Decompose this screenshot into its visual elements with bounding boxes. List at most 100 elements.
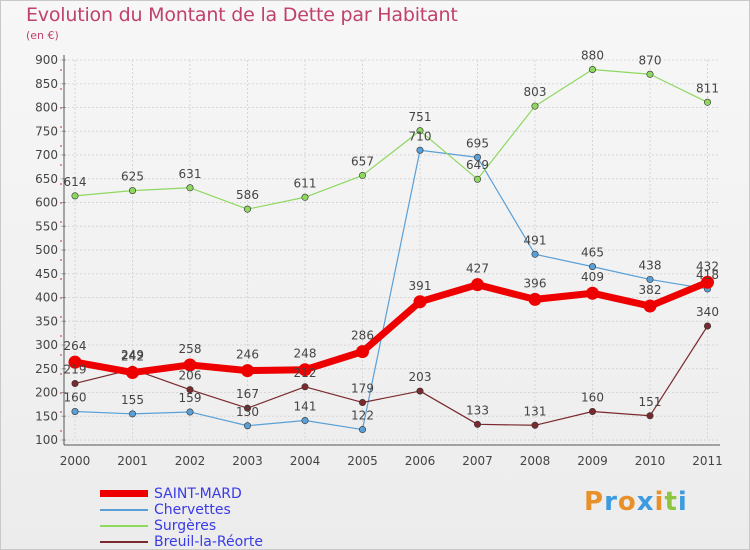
data-point <box>531 421 539 429</box>
x-tick-label: 2001 <box>117 454 148 468</box>
data-label: 249 <box>121 348 144 362</box>
data-label: 695 <box>466 136 489 150</box>
data-point <box>703 322 711 330</box>
series-line-chervettes <box>74 149 709 431</box>
y-tick-label: 500 <box>35 243 58 257</box>
data-label: 258 <box>179 342 202 356</box>
logo-letter: i <box>677 487 688 517</box>
data-point <box>126 366 139 380</box>
data-point <box>416 146 424 154</box>
data-label: 631 <box>179 167 202 181</box>
data-point <box>588 407 596 415</box>
data-label: 611 <box>294 176 317 190</box>
data-label: 160 <box>64 391 87 405</box>
data-label: 159 <box>179 391 202 405</box>
legend-swatch <box>100 541 148 543</box>
data-label: 264 <box>64 339 87 353</box>
data-point <box>298 363 312 377</box>
data-point <box>301 417 309 425</box>
logo-letter: P <box>584 487 605 517</box>
data-label: 155 <box>121 393 144 407</box>
data-point <box>186 408 194 416</box>
data-point <box>358 171 366 179</box>
data-label: 151 <box>639 395 662 409</box>
data-label: 751 <box>409 110 432 124</box>
legend-swatch <box>100 490 148 497</box>
x-tick-label: 2005 <box>347 454 378 468</box>
series-line-breuil-la-r-orte <box>74 325 709 426</box>
data-label: 206 <box>179 369 202 383</box>
data-point <box>358 426 366 434</box>
data-point <box>416 127 424 135</box>
data-point <box>71 407 79 415</box>
data-label: 625 <box>121 170 144 184</box>
series-line-surg-res <box>74 68 709 210</box>
x-tick-label: 2003 <box>232 454 263 468</box>
y-tick-label: 750 <box>35 124 58 138</box>
data-point <box>528 292 542 306</box>
data-point <box>413 295 427 309</box>
legend-label: SAINT-MARD <box>154 486 242 502</box>
data-label: 141 <box>294 400 317 414</box>
logo-letter: t <box>664 487 678 517</box>
x-tick-label: 2006 <box>405 454 436 468</box>
y-tick-label: 450 <box>35 267 58 281</box>
y-tick-label: 100 <box>35 433 58 447</box>
data-label: 242 <box>121 350 144 364</box>
data-point <box>471 278 484 292</box>
data-label: 491 <box>524 233 547 247</box>
data-label: 586 <box>236 188 259 202</box>
data-label: 880 <box>581 49 604 63</box>
data-label: 870 <box>639 53 662 67</box>
data-point <box>703 98 711 106</box>
y-tick-label: 400 <box>35 291 58 305</box>
data-point <box>129 410 137 418</box>
data-label: 248 <box>294 347 317 361</box>
data-point <box>183 358 197 372</box>
legend-label: Breuil-la-Réorte <box>154 534 264 550</box>
chart-title: Evolution du Montant de la Dette par Hab… <box>26 4 458 26</box>
y-tick-label: 850 <box>35 77 58 91</box>
legend-swatch <box>100 509 148 511</box>
x-tick-label: 2000 <box>60 454 91 468</box>
x-tick-label: 2004 <box>290 454 321 468</box>
data-label: 219 <box>64 362 87 376</box>
series-line-saint-mard <box>71 278 711 377</box>
data-label: 340 <box>696 305 719 319</box>
data-label: 811 <box>696 81 719 95</box>
data-label: 409 <box>581 270 604 284</box>
data-point <box>646 412 654 420</box>
data-point <box>68 355 82 369</box>
data-label: 160 <box>581 391 604 405</box>
y-tick-label: 250 <box>35 362 58 376</box>
y-tick-label: 350 <box>35 314 58 328</box>
y-tick-label: 550 <box>35 219 58 233</box>
legend-swatch <box>100 525 148 527</box>
data-label: 203 <box>409 370 432 384</box>
data-label: 803 <box>524 85 547 99</box>
data-point <box>358 398 366 406</box>
data-label: 427 <box>466 262 489 276</box>
x-tick-label: 2008 <box>520 454 551 468</box>
data-label: 179 <box>351 381 374 395</box>
data-point <box>416 387 424 395</box>
data-point <box>186 386 194 394</box>
data-point <box>646 70 654 78</box>
data-label: 614 <box>64 175 87 189</box>
data-label: 212 <box>294 366 317 380</box>
data-point <box>356 345 369 359</box>
data-point <box>586 286 599 300</box>
x-tick-label: 2002 <box>175 454 206 468</box>
data-point <box>588 263 596 271</box>
y-tick-label: 650 <box>35 172 58 186</box>
data-label: 133 <box>466 403 489 417</box>
data-label: 382 <box>639 283 662 297</box>
y-tick-label: 600 <box>35 196 58 210</box>
chart-unit: (en €) <box>26 29 59 42</box>
data-point <box>241 364 254 378</box>
data-point <box>473 153 481 161</box>
data-point <box>244 404 252 412</box>
logo-letter: o <box>617 487 637 517</box>
